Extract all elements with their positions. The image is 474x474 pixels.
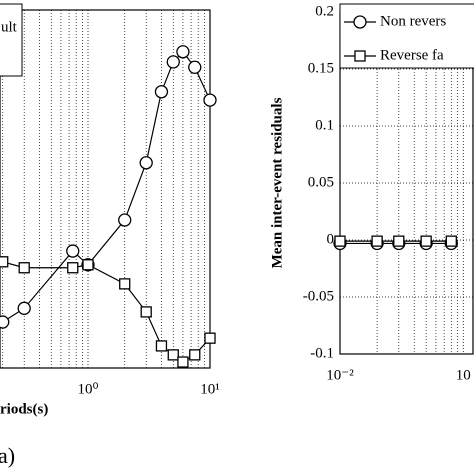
marker (371, 235, 383, 247)
marker (0, 256, 9, 268)
y-tick-label: -0.1 (310, 345, 334, 361)
x-tick-label: 10¹ (200, 381, 220, 397)
marker (140, 306, 152, 318)
marker (445, 235, 457, 247)
marker (188, 60, 202, 74)
marker (334, 235, 346, 247)
y-axis-label: Mean inter-event residuals (269, 97, 285, 268)
y-tick-label: 0.15 (308, 60, 334, 76)
x-tick-label: 10 (456, 367, 471, 383)
legend-marker (354, 50, 366, 62)
plot-frame (0, 9, 211, 369)
marker (17, 301, 31, 315)
x-axis-label: riods(s) (0, 401, 48, 417)
marker (67, 262, 79, 274)
y-tick-label: 0.1 (315, 117, 334, 133)
marker (167, 349, 179, 361)
y-tick-label: -0.05 (303, 288, 334, 304)
x-tick-label: 10⁻² (326, 367, 354, 383)
legend-marker (353, 15, 367, 29)
marker (139, 156, 153, 170)
marker (0, 315, 10, 329)
marker (176, 45, 190, 59)
y-tick-label: 0 (327, 231, 335, 247)
marker (166, 55, 180, 69)
marker (118, 213, 132, 227)
legend-label: ult (1, 19, 18, 35)
marker (393, 235, 405, 247)
y-tick-label: 0.05 (308, 174, 334, 190)
legend-label: Reverse fa (380, 47, 444, 63)
marker (119, 278, 131, 290)
marker (420, 235, 432, 247)
x-tick-label: 10⁰ (77, 381, 98, 397)
marker (66, 244, 80, 258)
marker (155, 340, 168, 352)
marker (18, 262, 30, 274)
y-tick-label: 0.2 (315, 3, 334, 19)
panel-label: a) (0, 443, 15, 468)
legend-label: Non revers (380, 13, 446, 29)
marker (204, 332, 216, 344)
marker (203, 93, 217, 107)
legend-box (0, 3, 23, 77)
marker (154, 85, 169, 99)
marker (189, 349, 201, 361)
marker (177, 356, 189, 368)
marker (82, 259, 94, 271)
